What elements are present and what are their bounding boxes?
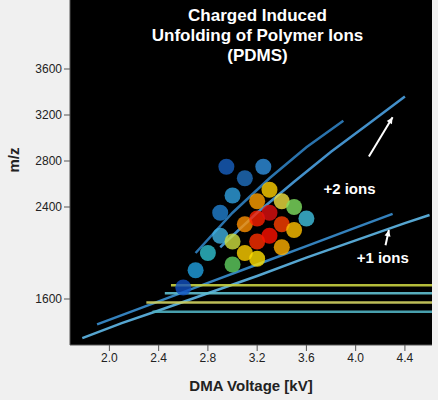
svg-text:3.2: 3.2 [249,351,266,365]
svg-text:1600: 1600 [35,292,62,306]
svg-text:3200: 3200 [35,108,62,122]
svg-text:2800: 2800 [35,154,62,168]
svg-text:+2 ions: +2 ions [323,180,375,197]
svg-text:3600: 3600 [35,62,62,76]
svg-text:4.0: 4.0 [347,351,364,365]
svg-text:4.4: 4.4 [397,351,414,365]
svg-text:3.6: 3.6 [298,351,315,365]
svg-text:2.0: 2.0 [101,351,118,365]
svg-text:2.4: 2.4 [150,351,167,365]
svg-text:2400: 2400 [35,200,62,214]
svg-text:m/z: m/z [5,147,22,172]
html-text:Charged Induced Unfolding of P: Charged Induced Unfolding of Polymer Ion… [151,6,364,65]
svg-text:+1 ions: +1 ions [357,249,409,266]
svg-text:2.8: 2.8 [200,351,217,365]
svg-text:DMA Voltage [kV]: DMA Voltage [kV] [189,377,312,394]
